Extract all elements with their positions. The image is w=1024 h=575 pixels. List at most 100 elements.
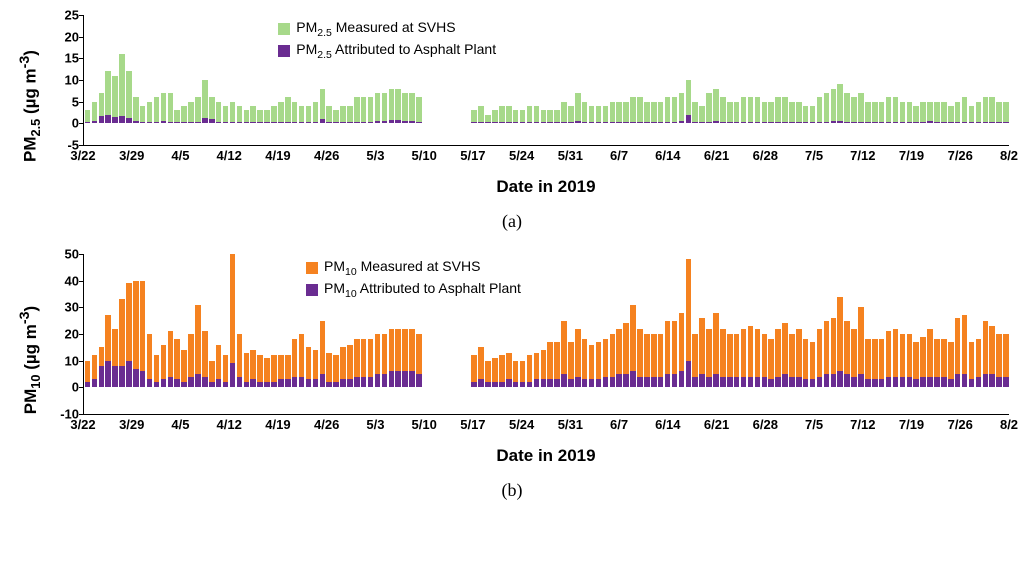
bar-attributed <box>644 377 650 388</box>
legend-label: PM2.5 Attributed to Asphalt Plant <box>296 41 496 61</box>
bar-measured <box>782 97 788 123</box>
bar-attributed <box>741 122 747 124</box>
bar-attributed <box>119 116 125 123</box>
plot-area: PM2.5 Measured at SVHSPM2.5 Attributed t… <box>83 15 1009 146</box>
bar-attributed <box>264 122 270 123</box>
bar-attributed <box>354 377 360 388</box>
bar-attributed <box>955 374 961 387</box>
bar-attributed <box>734 122 740 123</box>
bar-attributed <box>375 374 381 387</box>
legend-label: PM10 Attributed to Asphalt Plant <box>324 280 521 300</box>
bar-attributed <box>989 122 995 124</box>
legend-item: PM2.5 Measured at SVHS <box>278 19 496 39</box>
bar-attributed <box>168 377 174 388</box>
bar-attributed <box>492 382 498 387</box>
bar-measured <box>741 97 747 123</box>
bar-measured <box>734 102 740 124</box>
bar-attributed <box>271 382 277 387</box>
bar-measured <box>865 102 871 124</box>
bar-measured <box>948 106 954 123</box>
legend-label: PM2.5 Measured at SVHS <box>296 19 455 39</box>
x-tick-label: 4/19 <box>265 148 290 163</box>
bar-attributed <box>706 122 712 124</box>
bar-attributed <box>817 377 823 388</box>
bar-attributed <box>623 374 629 387</box>
bar-measured <box>299 106 305 123</box>
x-tick-label: 4/12 <box>217 148 242 163</box>
bar-attributed <box>147 379 153 387</box>
bar-attributed <box>416 122 422 124</box>
bar-attributed <box>126 118 132 123</box>
bar-measured <box>775 97 781 123</box>
bar-measured <box>147 102 153 124</box>
bar-attributed <box>299 377 305 388</box>
bar-attributed <box>306 379 312 387</box>
bar-attributed <box>782 122 788 124</box>
bar-attributed <box>810 379 816 387</box>
bar-measured <box>637 97 643 123</box>
bar-measured <box>285 97 291 123</box>
bar-measured <box>575 93 581 123</box>
bar-measured <box>333 110 339 123</box>
bar-measured <box>534 106 540 123</box>
bar-attributed <box>858 374 864 387</box>
y-tick-label: 10 <box>65 74 79 87</box>
bar-attributed <box>389 371 395 387</box>
x-tick-label: 6/21 <box>704 417 729 432</box>
x-tick-label: 6/7 <box>610 417 628 432</box>
bar-measured <box>188 102 194 124</box>
y-tick-label: 25 <box>65 9 79 22</box>
bar-measured <box>244 110 250 123</box>
bar-attributed <box>471 382 477 387</box>
bar-attributed <box>320 374 326 387</box>
bar-attributed <box>782 374 788 387</box>
bar-measured <box>996 102 1002 124</box>
caption: (b) <box>15 480 1009 501</box>
bar-attributed <box>354 122 360 124</box>
bar-attributed <box>851 122 857 124</box>
bar-attributed <box>589 379 595 387</box>
bar-attributed <box>561 122 567 123</box>
bar-measured <box>589 106 595 123</box>
bar-measured <box>375 93 381 123</box>
bar-attributed <box>907 377 913 388</box>
bar-measured <box>354 97 360 123</box>
bar-measured <box>520 110 526 123</box>
bar-measured <box>603 106 609 123</box>
bar-attributed <box>202 118 208 124</box>
bar-attributed <box>568 122 574 123</box>
bar-attributed <box>506 379 512 387</box>
bar-attributed <box>181 382 187 387</box>
bar-measured <box>541 110 547 123</box>
bar-measured <box>292 102 298 124</box>
bar-measured <box>651 102 657 124</box>
bar-measured <box>762 102 768 124</box>
bar-attributed <box>85 382 91 387</box>
bar-attributed <box>389 120 395 123</box>
y-tick-label: 10 <box>65 354 79 367</box>
bar-attributed <box>692 377 698 388</box>
y-tick-label: 5 <box>72 95 79 108</box>
bar-measured <box>409 93 415 123</box>
x-tick-label: 5/24 <box>509 417 534 432</box>
bar-attributed <box>188 122 194 123</box>
x-tick-label: 4/5 <box>171 148 189 163</box>
bar-attributed <box>844 374 850 387</box>
bar-attributed <box>527 122 533 123</box>
bar-measured <box>368 97 374 123</box>
bar-attributed <box>983 122 989 124</box>
bar-attributed <box>927 377 933 388</box>
bar-measured <box>837 84 843 123</box>
bar-measured <box>382 93 388 123</box>
bar-attributed <box>658 122 664 124</box>
bar-measured <box>478 106 484 123</box>
bar-measured <box>630 97 636 123</box>
bar-measured <box>934 102 940 124</box>
bar-attributed <box>803 122 809 123</box>
bar-attributed <box>941 122 947 123</box>
bar-attributed <box>313 379 319 387</box>
bar-measured <box>264 110 270 123</box>
bar-measured <box>126 71 132 123</box>
x-tick-label: 6/14 <box>655 148 680 163</box>
bar-attributed <box>575 121 581 123</box>
